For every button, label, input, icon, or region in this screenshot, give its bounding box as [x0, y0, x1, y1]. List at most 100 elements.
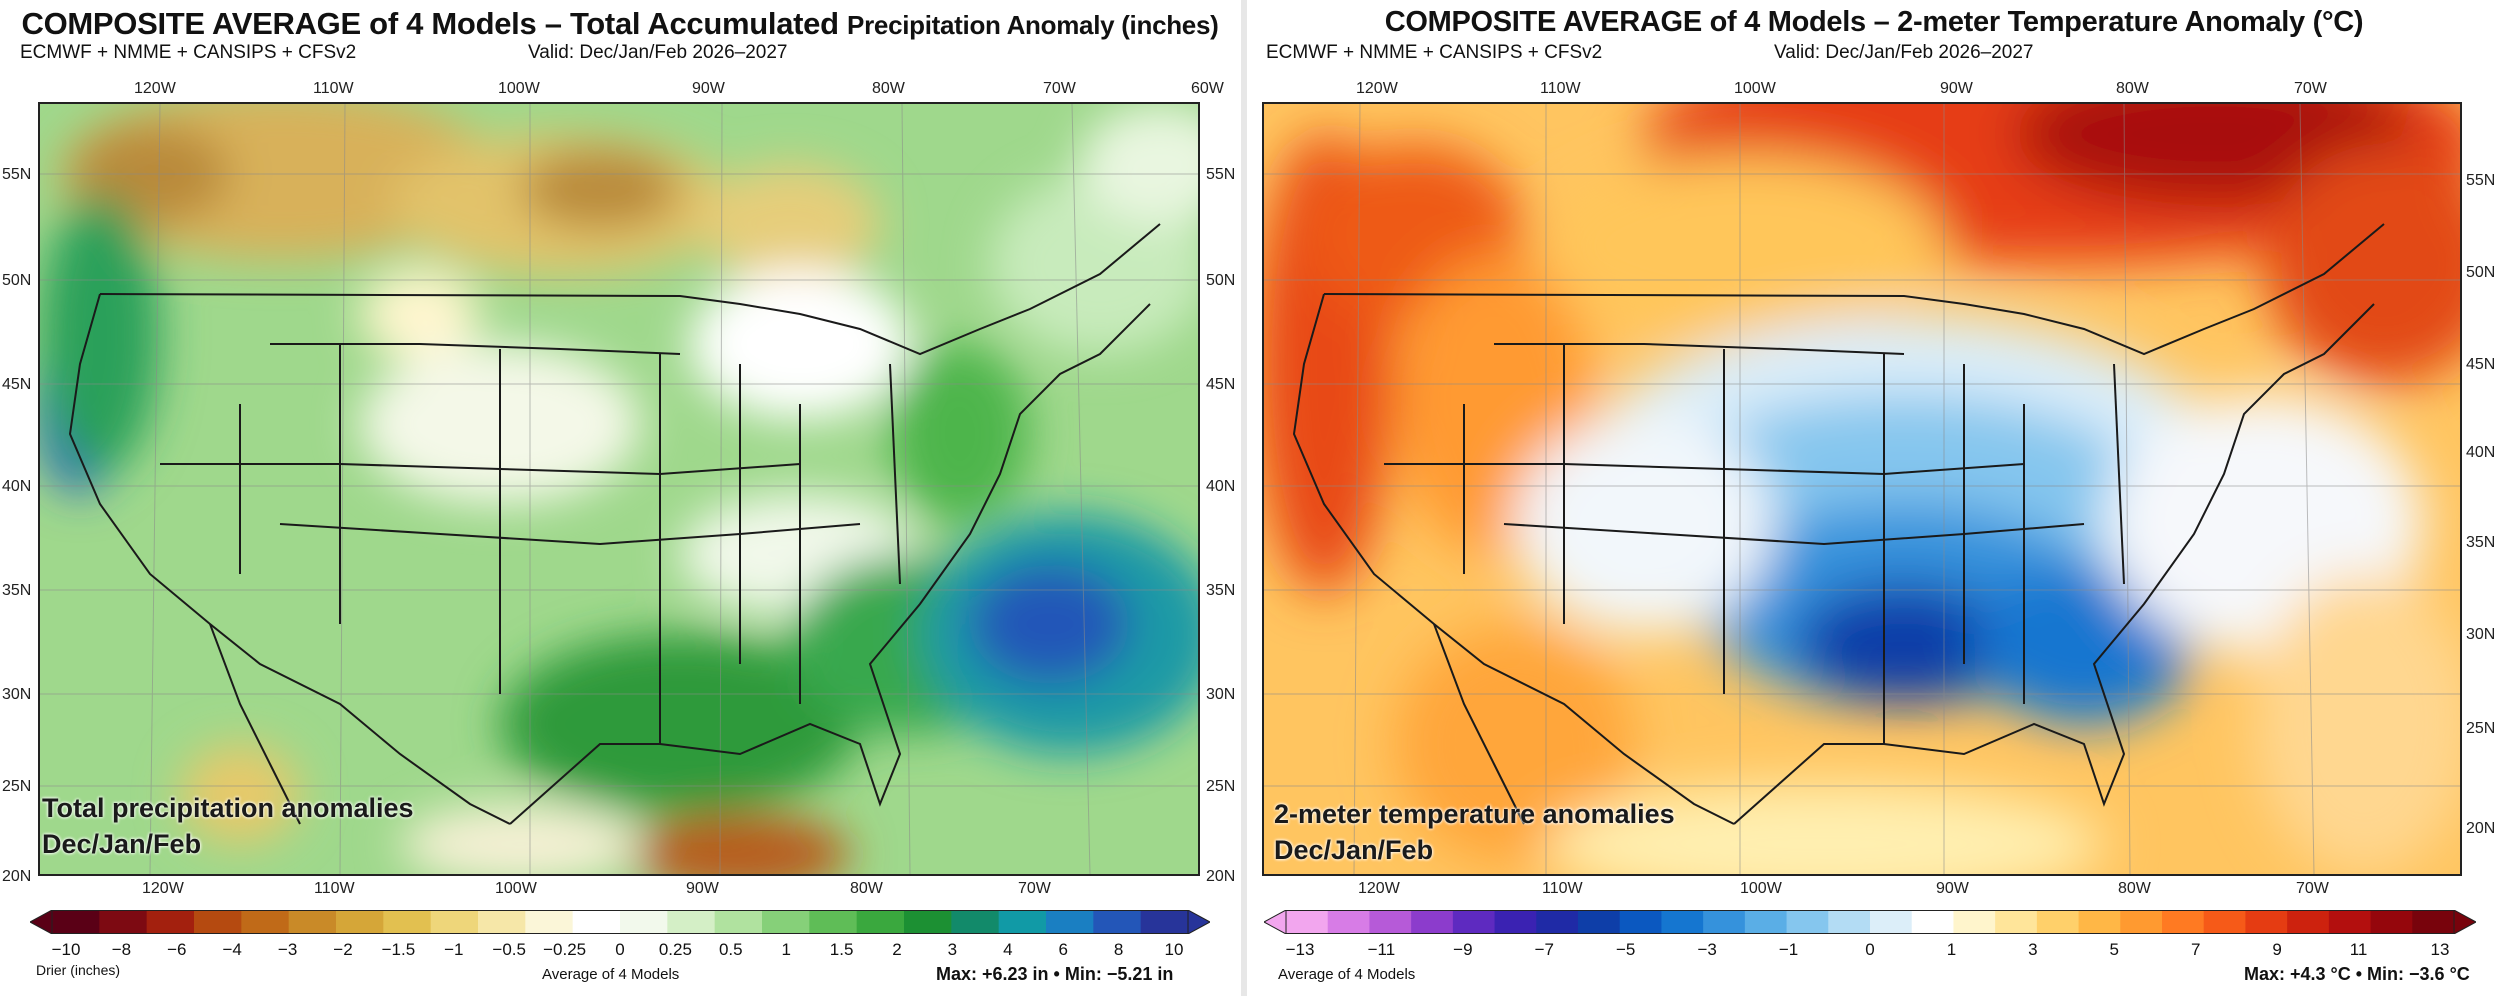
- colorbar-swatch: [2328, 910, 2372, 934]
- colorbar-tick-label: −10: [51, 940, 81, 959]
- precip-overlay-label: Total precipitation anomalies Dec/Jan/Fe…: [42, 790, 414, 862]
- lon-label: 80W: [2118, 880, 2151, 897]
- colorbar-extend-high: [1187, 910, 1210, 934]
- colorbar-tick-label: −1: [444, 940, 464, 959]
- colorbar-tick-label: 6: [1058, 940, 1068, 959]
- colorbar-swatch: [809, 910, 858, 934]
- precip-footer-stats: Max: +6.23 in • Min: −5.21 in: [936, 964, 1174, 984]
- precip-title-main: COMPOSITE AVERAGE of 4 Models – Total Ac…: [21, 6, 848, 41]
- colorbar-swatch: [1494, 910, 1537, 934]
- colorbar-swatch: [1786, 910, 1829, 934]
- precip-colorbar: [30, 910, 1210, 934]
- lon-label: 100W: [1734, 80, 1776, 97]
- colorbar-tick-label: 11: [2349, 940, 2368, 959]
- lon-label: 70W: [2294, 80, 2327, 97]
- precip-overlay-line1: Total precipitation anomalies: [42, 793, 414, 823]
- colorbar-tick-label: −5: [1616, 940, 1636, 959]
- temp-subtitle: ECMWF + NMME + CANSIPS + CFSv2: [1266, 42, 1603, 63]
- lat-label: 55N: [1206, 166, 1236, 183]
- colorbar-tick-label: −9: [1453, 940, 1473, 959]
- colorbar-tick-label: −13: [1285, 940, 1315, 959]
- lat-label: 30N: [2, 686, 32, 703]
- colorbar-swatch: [1995, 910, 2038, 934]
- temp-colorbar: [1264, 910, 2476, 934]
- colorbar-tick-label: −6: [167, 940, 187, 959]
- colorbar-swatch: [288, 910, 337, 934]
- precip-title-small: Precipitation Anomaly (inches): [847, 10, 1219, 40]
- precip-borders: [68, 223, 1161, 825]
- lat-label: 35N: [2, 582, 32, 599]
- lon-label: 120W: [142, 880, 184, 897]
- lat-label: 50N: [1206, 272, 1236, 289]
- colorbar-swatch: [2287, 910, 2330, 934]
- colorbar-swatch: [904, 910, 952, 934]
- lon-label: 90W: [692, 80, 725, 97]
- colorbar-swatch: [856, 910, 905, 934]
- lat-label: 50N: [2, 272, 32, 289]
- colorbar-swatch: [1703, 910, 1746, 934]
- temp-overlay-label: 2-meter temperature anomalies Dec/Jan/Fe…: [1274, 796, 1675, 868]
- colorbar-swatch: [667, 910, 716, 934]
- colorbar-tick-label: −2: [333, 940, 353, 959]
- lat-label: 25N: [2, 778, 32, 795]
- lat-label: 40N: [2466, 444, 2496, 461]
- colorbar-swatch: [1536, 910, 1579, 934]
- colorbar-swatch: [2203, 910, 2247, 934]
- precip-title: COMPOSITE AVERAGE of 4 Models – Total Ac…: [0, 6, 1240, 42]
- precip-subtitle: ECMWF + NMME + CANSIPS + CFSv2: [20, 42, 357, 63]
- colorbar-swatch: [1093, 910, 1142, 934]
- precip-panel: COMPOSITE AVERAGE of 4 Models – Total Ac…: [0, 0, 1240, 996]
- colorbar-swatch: [1870, 910, 1913, 934]
- colorbar-tick-label: −11: [1367, 940, 1396, 959]
- colorbar-swatch: [998, 910, 1047, 934]
- lon-label: 80W: [850, 880, 883, 897]
- colorbar-tick-label: 2: [892, 940, 902, 959]
- colorbar-swatch: [525, 910, 574, 934]
- colorbar-swatch: [620, 910, 668, 934]
- lon-label: 110W: [314, 880, 355, 897]
- colorbar-swatch: [1140, 910, 1189, 934]
- colorbar-tick-label: −3: [1697, 940, 1717, 959]
- colorbar-swatch: [146, 910, 195, 934]
- colorbar-swatch: [241, 910, 290, 934]
- colorbar-tick-label: 1.5: [829, 940, 854, 959]
- colorbar-swatch: [714, 910, 763, 934]
- colorbar-swatch: [194, 910, 242, 934]
- lat-label: 25N: [2466, 720, 2496, 737]
- lat-label: 30N: [2466, 626, 2496, 643]
- lon-label: 70W: [1043, 80, 1076, 97]
- temp-borders: [1292, 223, 2385, 825]
- colorbar-tick-label: −0.5: [492, 940, 526, 959]
- lat-label: 50N: [2466, 264, 2496, 281]
- colorbar-swatch: [2412, 910, 2455, 934]
- lat-label: 45N: [2466, 356, 2496, 373]
- colorbar-swatch: [1619, 910, 1663, 934]
- colorbar-swatch: [1369, 910, 1412, 934]
- precip-map: Total precipitation anomalies Dec/Jan/Fe…: [38, 102, 1200, 876]
- temp-overlay-line1: 2-meter temperature anomalies: [1274, 799, 1675, 829]
- colorbar-tick-label: 5: [2109, 940, 2120, 959]
- colorbar-extend-low: [1264, 910, 1287, 934]
- colorbar-swatch: [1286, 910, 1329, 934]
- lon-label: 60W: [1191, 80, 1224, 97]
- lon-label: 110W: [313, 80, 354, 97]
- colorbar-swatch: [1744, 910, 1788, 934]
- lat-label: 35N: [1206, 582, 1236, 599]
- colorbar-swatch: [478, 910, 526, 934]
- temp-valid: Valid: Dec/Jan/Feb 2026–2027: [1774, 42, 2034, 63]
- lat-label: 40N: [1206, 478, 1236, 495]
- colorbar-swatch: [1046, 910, 1094, 934]
- temp-map: 2-meter temperature anomalies Dec/Jan/Fe…: [1262, 102, 2462, 876]
- lat-label: 25N: [1206, 778, 1236, 795]
- lat-label: 35N: [2466, 534, 2496, 551]
- lat-label: 55N: [2466, 172, 2496, 189]
- colorbar-tick-label: 0: [1865, 940, 1875, 959]
- lon-label: 70W: [1018, 880, 1051, 897]
- lon-label: 110W: [1540, 80, 1581, 97]
- temp-footer-stats: Max: +4.3 °C • Min: −3.6 °C: [2244, 964, 2470, 984]
- colorbar-frame: [51, 910, 1189, 934]
- colorbar-swatch: [1452, 910, 1496, 934]
- precip-anomaly-field: [40, 104, 1198, 874]
- colorbar-tick-label: −8: [111, 940, 132, 959]
- colorbar-swatch: [2162, 910, 2205, 934]
